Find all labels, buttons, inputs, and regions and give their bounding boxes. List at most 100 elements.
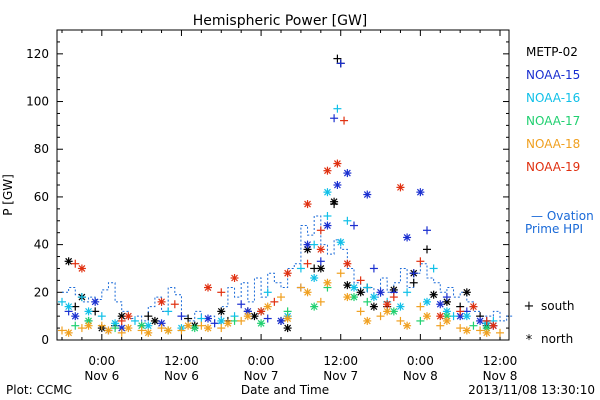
- data-point: [150, 316, 159, 325]
- data-point: [217, 316, 226, 325]
- data-point: [363, 190, 372, 199]
- footer-x-axis-label: Date and Time: [241, 383, 329, 397]
- data-point: [84, 321, 93, 330]
- data-point: [369, 264, 378, 273]
- y-axis: 0 20 40 60 80 100 120: [26, 29, 509, 347]
- data-point: [170, 300, 179, 309]
- data-point: [363, 316, 372, 325]
- legend-south-label: south: [541, 299, 575, 313]
- data-point: [197, 321, 206, 330]
- data-point: [64, 328, 73, 337]
- data-point: [350, 283, 358, 292]
- data-point: [409, 269, 418, 278]
- data-point: [277, 293, 285, 302]
- data-point: [343, 293, 352, 302]
- data-point: [423, 297, 431, 306]
- data-point: [204, 324, 212, 333]
- legend-north-label: north: [541, 332, 573, 346]
- y-axis-label: P [GW]: [1, 174, 15, 216]
- series-noaa-16-south: [58, 104, 498, 325]
- data-point: [217, 288, 226, 297]
- data-point: [303, 200, 312, 209]
- x-tick-date-label: Nov 7: [323, 369, 358, 383]
- data-point: [396, 316, 405, 325]
- legend-ovation-line1: — Ovation: [531, 209, 594, 223]
- data-point: [416, 188, 425, 197]
- data-point: [124, 324, 133, 333]
- data-point: [403, 288, 412, 297]
- data-point: [58, 297, 66, 306]
- ovation-hpi-line: [62, 215, 513, 324]
- series-noaa-18-south: [58, 269, 504, 337]
- data-point: [237, 300, 246, 309]
- legend-north: * north: [526, 332, 573, 348]
- x-tick-date-label: Nov 7: [244, 369, 279, 383]
- data-point: [423, 245, 431, 254]
- legend-ovation-line2: Prime HPI: [525, 222, 583, 236]
- data-point: [323, 188, 332, 197]
- data-point: [333, 104, 342, 113]
- data-point: [469, 302, 478, 311]
- data-point: [230, 274, 239, 282]
- data-point: [436, 300, 445, 309]
- data-point: [356, 276, 365, 285]
- data-point: [243, 312, 252, 321]
- data-point: [64, 257, 73, 266]
- data-point: [416, 316, 425, 325]
- data-point: [210, 319, 219, 328]
- x-tick-time-label: 12:00: [164, 354, 199, 368]
- data-point: [316, 226, 325, 235]
- data-point: [296, 264, 305, 273]
- data-point: [303, 288, 312, 297]
- data-point: [383, 307, 392, 316]
- series-noaa-16-north: [64, 188, 491, 333]
- data-point: [250, 312, 259, 321]
- legend-item-noaa-19: NOAA-19: [526, 160, 580, 174]
- data-point: [277, 316, 285, 325]
- data-point: [157, 297, 166, 306]
- data-point: [71, 321, 80, 330]
- satellite-markers: [58, 54, 504, 337]
- data-point: [283, 324, 292, 333]
- x-tick-date-label: Nov 8: [483, 369, 518, 383]
- data-point: [263, 314, 272, 323]
- data-point: [336, 269, 345, 278]
- data-point: [303, 259, 312, 268]
- data-point: [316, 257, 325, 266]
- data-point: [316, 297, 325, 306]
- legend-north-marker: *: [526, 333, 533, 348]
- data-point: [476, 326, 485, 335]
- data-point: [363, 297, 372, 306]
- data-point: [164, 326, 173, 335]
- data-point: [137, 326, 146, 335]
- data-point: [84, 307, 93, 316]
- data-point: [436, 312, 445, 321]
- x-tick-date-label: Nov 6: [84, 369, 119, 383]
- data-point: [184, 321, 193, 330]
- data-point: [131, 316, 139, 325]
- data-point: [356, 288, 365, 297]
- data-point: [77, 324, 86, 333]
- plot-frame: [56, 29, 510, 341]
- data-point: [310, 302, 319, 311]
- data-point: [333, 159, 342, 168]
- data-point: [403, 233, 412, 242]
- data-point: [97, 312, 106, 321]
- data-point: [456, 307, 465, 316]
- x-tick-date-label: Nov 6: [164, 369, 199, 383]
- data-point: [257, 307, 266, 316]
- data-point: [323, 278, 332, 287]
- data-point: [190, 324, 199, 333]
- x-tick-time-label: 0:00: [88, 354, 115, 368]
- series-noaa-17-south: [71, 283, 478, 335]
- data-point: [117, 328, 126, 337]
- legend-item-metp-02: METP-02: [526, 45, 578, 59]
- data-point: [429, 264, 438, 273]
- legend-item-noaa-17: NOAA-17: [526, 114, 580, 128]
- data-point: [97, 321, 106, 330]
- data-point: [58, 326, 66, 335]
- data-point: [223, 319, 232, 328]
- data-point: [144, 312, 153, 321]
- data-point: [77, 293, 86, 302]
